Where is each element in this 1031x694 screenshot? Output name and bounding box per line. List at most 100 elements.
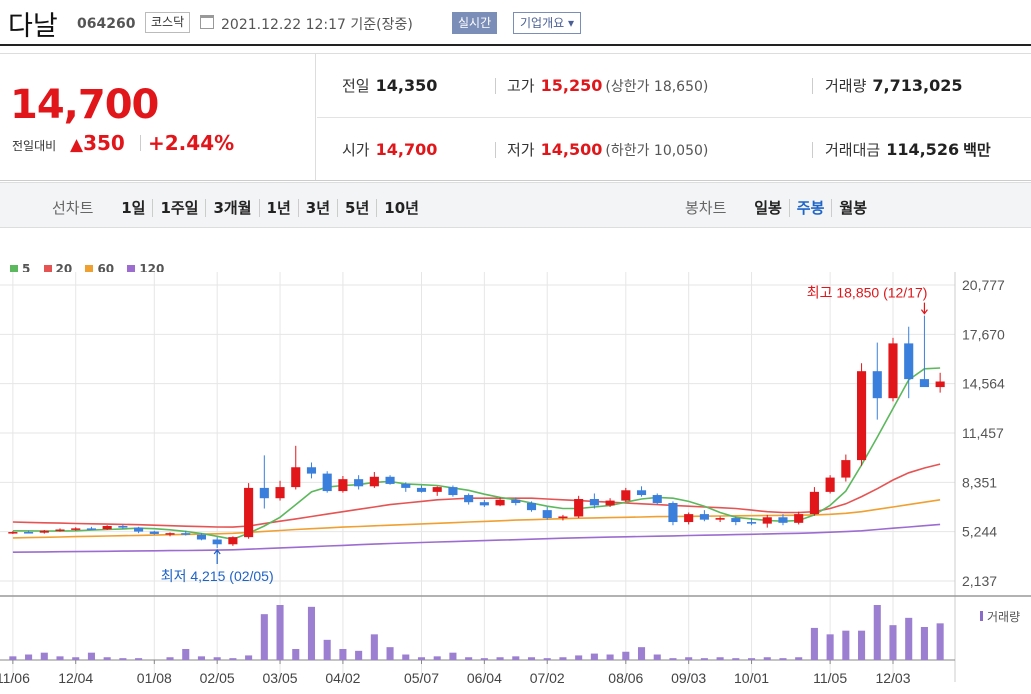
candle-body (401, 483, 411, 488)
volume-bar (292, 649, 300, 660)
volume-bar (779, 658, 787, 660)
candle (401, 482, 411, 492)
chart-background (0, 272, 1031, 694)
candle (542, 506, 552, 520)
candle-body (8, 532, 18, 534)
period-tab[interactable]: 3년 (298, 199, 339, 217)
volume-bar (25, 654, 33, 660)
candle (448, 485, 458, 497)
line-chart-label: 선차트 (52, 199, 94, 217)
candle-tab-weekly[interactable]: 주봉 (789, 199, 833, 217)
candle-chart-label: 봉차트 (685, 199, 727, 217)
legend-swatch (127, 265, 136, 273)
volume-bar (40, 652, 48, 660)
volume-bar (858, 630, 866, 660)
change-value: ▲350 (70, 131, 125, 155)
volume-bar (748, 658, 756, 660)
candle (416, 485, 427, 493)
candle-tab-monthly[interactable]: 월봉 (839, 199, 868, 217)
amount-label: 거래대금 (825, 141, 881, 159)
volume-bar (669, 658, 677, 660)
candle (558, 514, 568, 521)
candle-body (731, 518, 741, 523)
volume-bar (433, 656, 441, 660)
low-value: 14,500 (540, 140, 603, 159)
ma60-line (12, 499, 941, 539)
legend-swatch (10, 265, 18, 273)
period-tab[interactable]: 5년 (338, 199, 378, 217)
volume-bar (276, 605, 284, 660)
period-tab[interactable]: 1일 (114, 199, 154, 217)
y-tick-label: 17,670 (962, 326, 1005, 342)
x-tick-label: 04/02 (325, 670, 360, 686)
period-tab[interactable]: 3개월 (206, 199, 260, 217)
candle (228, 536, 238, 546)
period-tab[interactable]: 1년 (259, 199, 299, 217)
candle (134, 526, 144, 534)
candle (715, 516, 725, 523)
volume-bar (873, 605, 881, 660)
candle (511, 497, 521, 506)
amount-unit: 백만 (963, 141, 991, 159)
volume-bar (543, 658, 551, 660)
volume-bar (72, 657, 80, 660)
volume-bar (355, 650, 363, 660)
period-tab[interactable]: 10년 (384, 199, 419, 217)
legend-swatch (85, 265, 94, 273)
candle (574, 495, 584, 519)
calendar-icon (200, 15, 214, 29)
volume-bar (622, 651, 630, 660)
candle-body (448, 487, 458, 496)
volume-bar (370, 634, 378, 660)
candle-body (495, 499, 505, 506)
divider (140, 135, 141, 151)
divider (495, 142, 496, 158)
candle (746, 518, 757, 526)
candle-body (794, 514, 804, 523)
y-tick-label: 5,244 (962, 524, 997, 540)
candle-body (919, 379, 929, 388)
open-value: 14,700 (375, 140, 438, 159)
stock-header: 다날 064260 코스닥 2021.12.22 12:17 기준(장중) 실시… (0, 0, 1031, 46)
x-tick-label: 06/04 (467, 670, 502, 686)
weekly-candle-chart[interactable]: 20,777 17,670 14,564 11,457 8,351 5,244 2,137 최… (0, 272, 1031, 694)
row-divider (317, 117, 1031, 118)
x-tick-label: 11/05 (813, 670, 847, 686)
volume-bar (606, 654, 614, 660)
period-tab[interactable]: 1주일 (153, 199, 207, 217)
volume-bar (559, 657, 567, 660)
candle-body (636, 490, 647, 496)
candle-chart-periods: 봉차트 일봉 주봉 월봉 (685, 197, 874, 218)
candle-body (181, 533, 191, 535)
prev-close-label: 전일 (342, 77, 370, 95)
candle (432, 486, 442, 496)
candle-body (526, 502, 537, 511)
trade-amount: 거래대금 114,526 백만 (825, 139, 991, 160)
candle-body (511, 499, 521, 503)
realtime-button[interactable]: 실시간 (452, 12, 498, 34)
candle-body (558, 516, 568, 519)
volume-bar (56, 656, 64, 660)
y-tick-label: 8,351 (962, 474, 997, 490)
change-percent: +2.44% (148, 131, 235, 155)
volume-bar (653, 654, 661, 660)
candle (291, 445, 301, 490)
company-overview-dropdown[interactable]: 기업개요 ▾ (513, 12, 581, 34)
candle (778, 514, 788, 526)
volume-bar (465, 657, 473, 660)
candle-body (212, 539, 222, 545)
candle (8, 531, 18, 534)
high-price: 고가 15,250 (상한가 18,650) (507, 75, 708, 96)
market-badge: 코스닥 (145, 12, 191, 33)
candle-body (904, 343, 914, 380)
volume-bar (936, 623, 944, 660)
candle (841, 454, 851, 482)
volume-bar (590, 653, 598, 660)
candle (39, 529, 49, 534)
candle (212, 537, 222, 549)
price-box: 14,700 전일대비 ▲350 +2.44% (0, 54, 316, 180)
candle-tab-daily[interactable]: 일봉 (747, 199, 790, 217)
candle-body (338, 479, 348, 492)
volume-bar (637, 647, 646, 660)
candle (636, 486, 647, 497)
